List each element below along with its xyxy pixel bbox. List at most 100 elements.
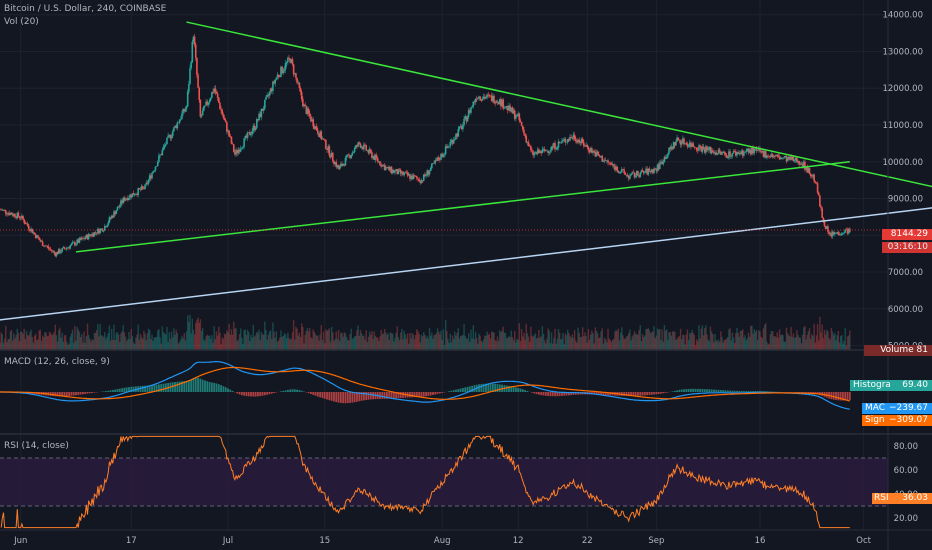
candle-body: [220, 108, 222, 111]
macd-hist-bar: [321, 392, 324, 399]
candle-body: [293, 73, 296, 75]
candle-body: [763, 151, 766, 158]
volume-bar: [622, 335, 624, 350]
candle-body: [238, 149, 241, 152]
volume-bar: [629, 329, 631, 350]
volume-bar: [655, 335, 658, 350]
candle-body: [639, 172, 642, 178]
time-axis[interactable]: Jun17Jul15Aug1222Sep16Oct14: [13, 536, 932, 546]
candle-body: [241, 147, 243, 149]
candle-body: [208, 100, 211, 103]
volume-bar: [24, 338, 27, 350]
volume-bar: [280, 330, 282, 350]
candle-body: [56, 252, 59, 255]
rsi-legend[interactable]: RSI (14, close): [4, 441, 69, 451]
price-candles[interactable]: [0, 33, 851, 258]
macd-hist-bar: [637, 392, 639, 396]
volume-bar: [737, 332, 739, 350]
candle-body: [7, 212, 9, 215]
macd-hist-bar: [602, 392, 605, 395]
volume-bar: [720, 331, 722, 350]
macd-hist-bar: [657, 392, 660, 394]
volume-bar: [76, 327, 78, 350]
macd-hist-bar: [623, 392, 626, 396]
volume-bar: [467, 333, 470, 350]
volume-bar: [776, 332, 778, 350]
candle-body: [806, 167, 809, 173]
candle-body: [753, 148, 756, 154]
volume-bar: [830, 327, 833, 350]
volume-bar: [138, 339, 141, 350]
current-price-tag: 8144.29: [882, 229, 932, 240]
trendlines[interactable]: [0, 21, 932, 321]
macd-hist-bar: [805, 392, 807, 393]
candle-body: [570, 137, 572, 138]
candle-body: [120, 200, 122, 206]
candle-body: [794, 157, 797, 161]
volume-bar: [783, 341, 785, 350]
volume-bar: [112, 339, 114, 350]
candle-body: [396, 169, 399, 175]
volume-bar: [504, 332, 507, 350]
macd-hist-bar: [102, 391, 105, 392]
candle-body: [170, 136, 173, 139]
volume-legend[interactable]: Vol (20): [4, 17, 39, 27]
candle-body: [611, 164, 614, 165]
symbol-title[interactable]: Bitcoin / U.S. Dollar, 240, COINBASE: [4, 4, 167, 14]
volume-bar: [208, 335, 211, 350]
candle-body: [270, 88, 273, 92]
volume-bar: [291, 332, 294, 350]
candle-body: [589, 148, 592, 153]
volume-bar: [670, 335, 673, 350]
time-tick-label: 12: [513, 536, 524, 546]
macd-hist-bar: [738, 390, 741, 392]
volume-bar: [220, 344, 222, 350]
volume-bar: [48, 331, 51, 350]
macd-hist-bar: [160, 384, 163, 392]
candle-body: [363, 144, 365, 150]
candle-body: [322, 138, 325, 140]
candle-body: [475, 99, 478, 100]
macd-hist-bar: [558, 392, 561, 397]
volume-bar: [253, 336, 256, 350]
candle-body: [511, 107, 514, 114]
macd-hist-bar: [673, 390, 676, 392]
macd-hist-bar: [653, 392, 655, 395]
macd-hist-bar: [717, 389, 720, 392]
candle-body: [6, 213, 8, 215]
macd-hist-bar: [319, 392, 322, 398]
volume-bar: [296, 328, 298, 350]
volume-bar: [63, 335, 66, 350]
candle-body: [459, 126, 462, 127]
volume-bar: [519, 341, 522, 350]
candle-body: [595, 151, 598, 157]
candle-body: [685, 143, 688, 144]
macd-hist-bar: [639, 392, 642, 396]
candle-body: [604, 160, 607, 162]
macd-hist-bar: [58, 392, 61, 397]
volume-bar: [372, 338, 374, 350]
candle-body: [411, 175, 414, 180]
candle-body: [667, 153, 669, 157]
candle-body: [626, 174, 629, 176]
volume-bar: [800, 343, 803, 350]
candle-body: [713, 151, 715, 154]
volume-bar: [370, 334, 372, 350]
volume-bar: [303, 343, 305, 350]
macd-hist-bar: [471, 385, 474, 392]
volume-bar: [639, 325, 641, 350]
macd-hist-bar: [144, 385, 146, 392]
volume-bar: [221, 337, 223, 350]
candle-body: [535, 152, 538, 154]
macd-hist-bar: [715, 389, 718, 392]
macd-hist-bar: [372, 392, 374, 400]
macd-legend[interactable]: MACD (12, 26, close, 9): [4, 357, 110, 367]
volume-bar: [173, 328, 175, 350]
volume-bar: [789, 336, 791, 350]
volume-bar: [470, 329, 472, 350]
candle-body: [335, 162, 338, 168]
candle-body: [554, 143, 556, 150]
candle-body: [587, 146, 590, 151]
